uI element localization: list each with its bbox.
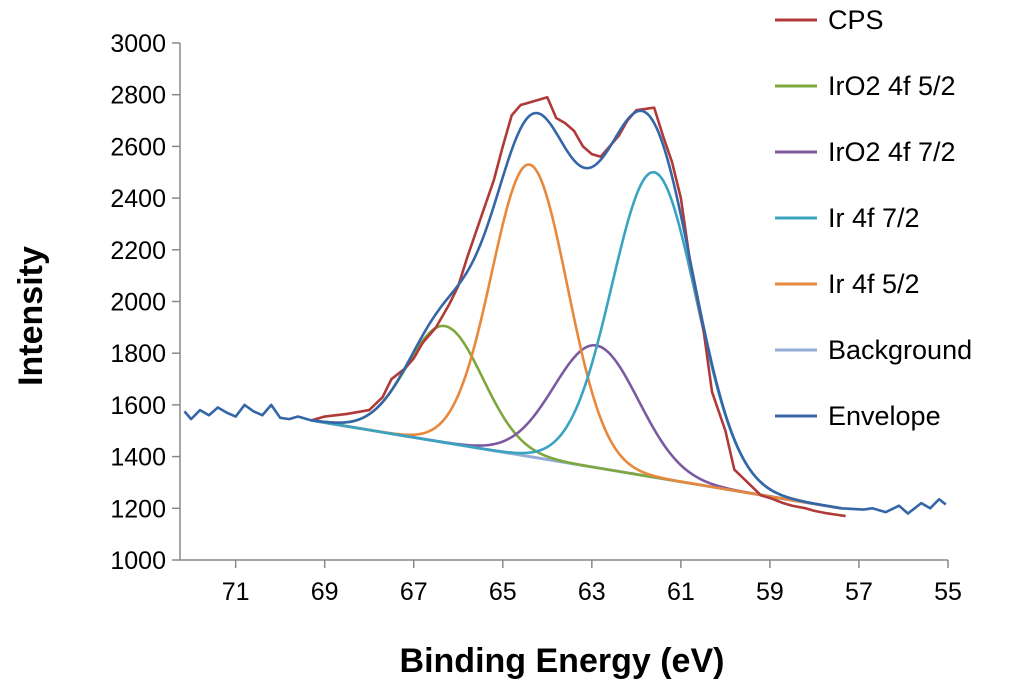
y-axis-title: Intensity xyxy=(12,246,50,386)
legend-label: Ir 4f 5/2 xyxy=(828,269,920,299)
x-tick-label: 59 xyxy=(756,578,784,606)
plot-area xyxy=(183,95,947,518)
y-tick-label: 2000 xyxy=(110,289,166,317)
x-tick-label: 65 xyxy=(489,578,517,606)
x-tick-label: 71 xyxy=(222,578,250,606)
tick-labels: 1000 1200 1400 1600 1800 2000 2200 2400 2600 2800… xyxy=(110,30,962,606)
series-cps-line xyxy=(310,95,846,518)
x-tick-label: 61 xyxy=(667,578,695,606)
legend-label: Background xyxy=(828,335,972,365)
x-tick-label: 63 xyxy=(578,578,606,606)
y-tick-label: 1600 xyxy=(110,392,166,420)
legend: CPS IrO2 4f 5/2 IrO2 4f 7/2 Ir 4f 7/2 Ir 4f … xyxy=(775,5,972,431)
y-tick-label: 2200 xyxy=(110,237,166,265)
x-tick-label: 69 xyxy=(311,578,339,606)
axes xyxy=(172,42,949,568)
legend-label: CPS xyxy=(828,5,884,35)
legend-label: IrO2 4f 5/2 xyxy=(828,71,956,101)
y-tick-label: 2400 xyxy=(110,185,166,213)
y-tick-label: 2600 xyxy=(110,133,166,161)
x-tick-label: 55 xyxy=(934,578,962,606)
legend-label: Envelope xyxy=(828,401,941,431)
y-tick-label: 2800 xyxy=(110,82,166,110)
y-tick-label: 1400 xyxy=(110,444,166,472)
series-ir-4f-5-2-line xyxy=(311,163,842,510)
x-tick-label: 57 xyxy=(845,578,873,606)
y-tick-label: 1800 xyxy=(110,340,166,368)
legend-label: Ir 4f 7/2 xyxy=(828,203,920,233)
series-ir-4f-7-2-line xyxy=(311,170,842,510)
legend-label: IrO2 4f 7/2 xyxy=(828,137,956,167)
y-tick-label: 1200 xyxy=(110,495,166,523)
x-axis-title: Binding Energy (eV) xyxy=(400,642,725,680)
y-tick-label: 3000 xyxy=(110,30,166,58)
y-tick-label: 1000 xyxy=(110,547,166,575)
x-tick-label: 67 xyxy=(400,578,428,606)
series-envelope-line xyxy=(183,109,947,515)
